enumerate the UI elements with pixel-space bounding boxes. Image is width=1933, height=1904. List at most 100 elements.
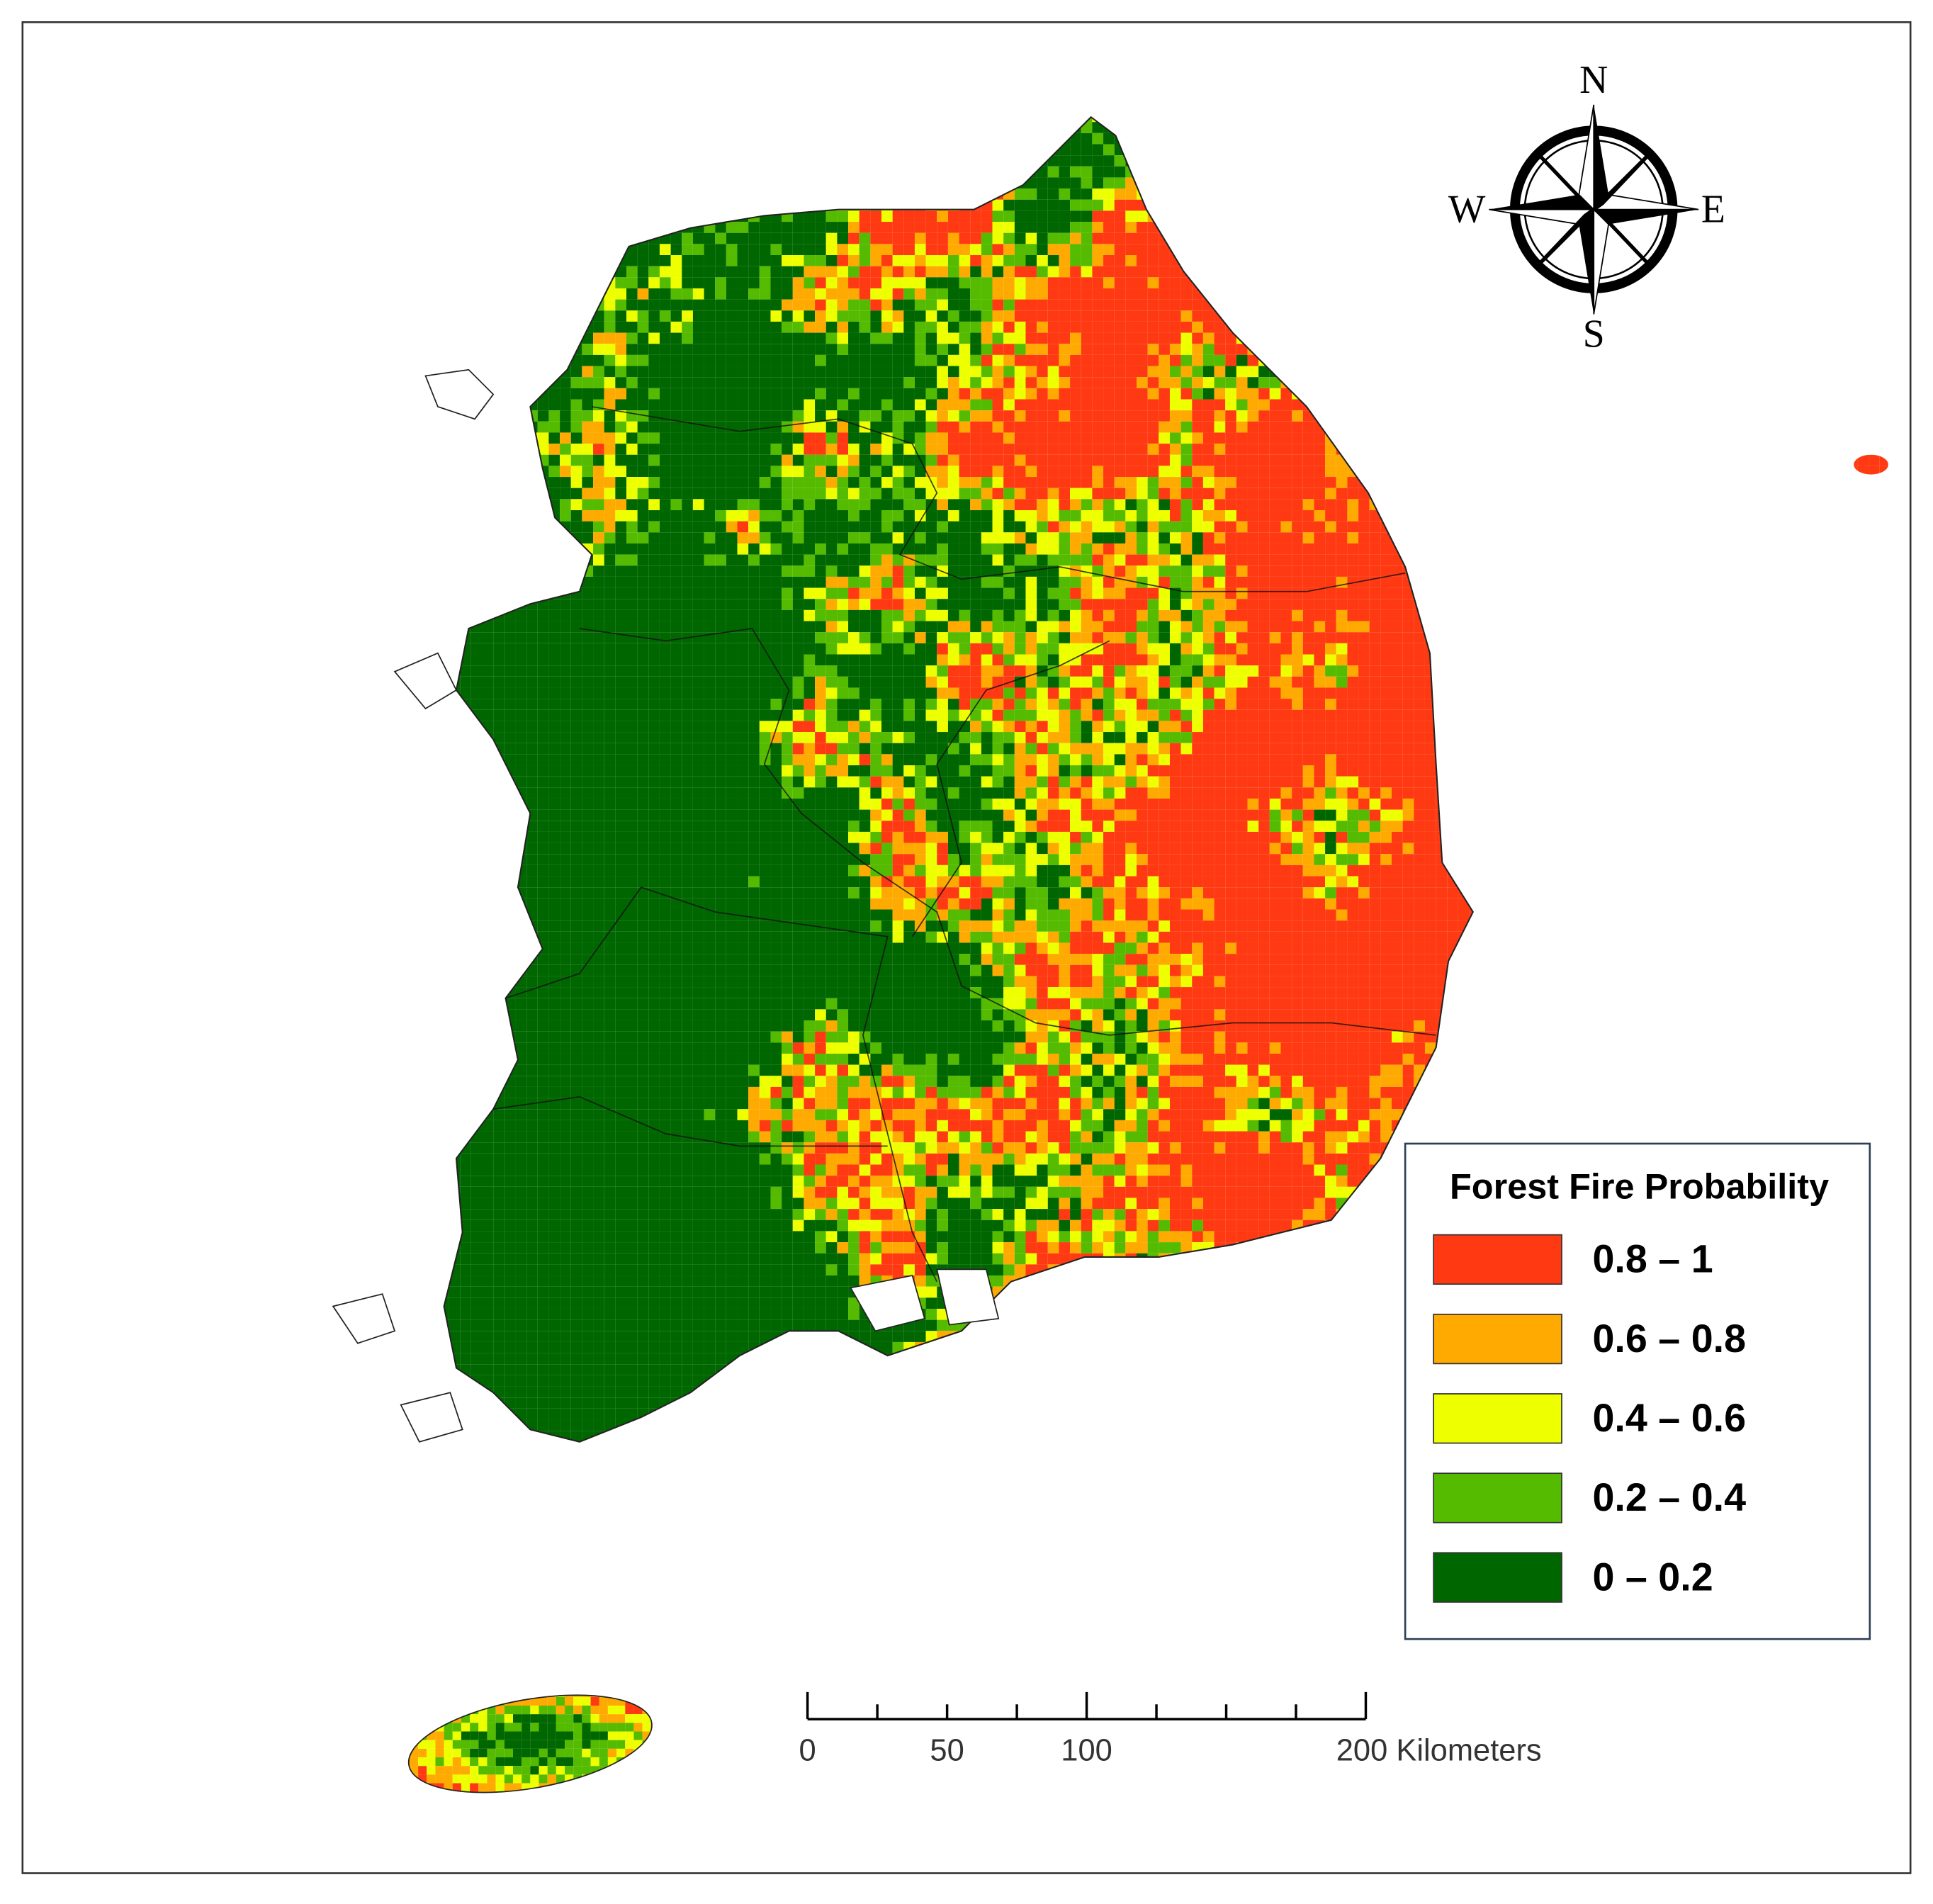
raster-cell <box>1192 654 1203 666</box>
raster-cell <box>837 565 849 577</box>
raster-cell <box>825 444 838 455</box>
raster-cell <box>548 632 560 643</box>
raster-cell <box>1169 510 1181 522</box>
raster-cell <box>637 310 649 322</box>
raster-cell <box>1336 654 1348 666</box>
raster-cell <box>682 599 693 610</box>
raster-cell <box>770 676 782 688</box>
raster-cell <box>881 510 893 522</box>
raster-cell <box>726 321 738 333</box>
raster-cell <box>947 354 959 366</box>
raster-cell <box>726 332 738 344</box>
raster-cell <box>970 466 981 478</box>
raster-cell <box>1003 477 1015 488</box>
raster-cell <box>881 454 893 466</box>
raster-cell <box>593 532 604 543</box>
raster-cell <box>1225 621 1236 633</box>
raster-cell <box>1402 621 1414 633</box>
raster-cell <box>1159 621 1170 633</box>
raster-cell <box>792 354 804 366</box>
raster-cell <box>1059 521 1071 533</box>
raster-cell <box>914 222 926 233</box>
raster-cell <box>1003 621 1015 633</box>
raster-cell <box>914 255 926 266</box>
raster-cell <box>1070 576 1081 588</box>
raster-cell <box>570 477 582 488</box>
raster-cell <box>1236 576 1248 588</box>
raster-cell <box>870 399 881 411</box>
raster-cell <box>1258 432 1270 444</box>
raster-cell <box>626 388 638 400</box>
raster-cell <box>704 510 716 522</box>
raster-cell <box>682 665 693 677</box>
raster-cell <box>881 222 893 233</box>
raster-cell <box>748 632 760 643</box>
raster-cell <box>1159 354 1170 366</box>
raster-cell <box>737 332 749 344</box>
raster-cell <box>726 554 738 566</box>
raster-cell <box>1325 599 1336 610</box>
raster-cell <box>537 676 549 688</box>
raster-cell <box>1070 255 1081 266</box>
raster-cell <box>1347 488 1359 500</box>
raster-cell <box>837 466 849 478</box>
raster-cell <box>1047 344 1059 355</box>
raster-cell <box>704 532 716 543</box>
raster-cell <box>1114 499 1126 511</box>
raster-cell <box>1037 676 1048 688</box>
raster-cell <box>1125 388 1137 400</box>
raster-cell <box>1014 466 1026 478</box>
raster-cell <box>947 565 959 577</box>
raster-cell <box>1003 421 1015 433</box>
raster-cell <box>1180 643 1193 655</box>
raster-cell <box>1314 477 1326 488</box>
raster-cell <box>1059 188 1071 200</box>
raster-cell <box>837 344 849 355</box>
raster-cell <box>670 266 682 278</box>
raster-cell <box>815 554 826 566</box>
raster-cell <box>1047 232 1059 244</box>
raster-cell <box>626 299 638 311</box>
raster-cell <box>704 277 716 288</box>
raster-cell <box>570 621 582 633</box>
raster-cell <box>715 565 726 577</box>
raster-cell <box>1047 222 1059 233</box>
raster-cell <box>1047 310 1059 322</box>
raster-cell <box>1070 477 1081 488</box>
raster-cell <box>947 676 959 688</box>
raster-cell <box>615 399 626 411</box>
raster-cell <box>1336 643 1348 655</box>
raster-cell <box>1159 565 1170 577</box>
raster-cell <box>1347 554 1359 566</box>
raster-cell <box>726 232 738 244</box>
raster-cell <box>637 621 649 633</box>
raster-cell <box>659 609 671 621</box>
raster-cell <box>626 654 638 666</box>
raster-cell <box>782 521 793 533</box>
raster-cell <box>726 576 738 588</box>
raster-cell <box>1125 676 1137 688</box>
raster-cell <box>648 377 660 388</box>
raster-cell <box>992 510 1004 522</box>
raster-cell <box>959 454 971 466</box>
raster-cell <box>1081 576 1093 588</box>
raster-cell <box>1014 210 1026 222</box>
raster-cell <box>570 643 582 655</box>
raster-cell <box>1225 410 1236 422</box>
raster-cell <box>925 277 937 288</box>
raster-cell <box>1059 665 1071 677</box>
raster-cell <box>870 421 881 433</box>
raster-cell <box>1159 665 1170 677</box>
raster-cell <box>859 255 871 266</box>
raster-cell <box>881 354 893 366</box>
raster-cell <box>1225 488 1236 500</box>
raster-cell <box>648 399 660 411</box>
raster-cell <box>1225 510 1236 522</box>
raster-cell <box>1137 222 1148 233</box>
raster-cell <box>570 676 582 688</box>
raster-cell <box>1147 632 1159 643</box>
raster-cell <box>848 444 860 455</box>
raster-cell <box>1081 144 1093 156</box>
raster-cell <box>1003 599 1015 610</box>
raster-cell <box>1047 321 1059 333</box>
